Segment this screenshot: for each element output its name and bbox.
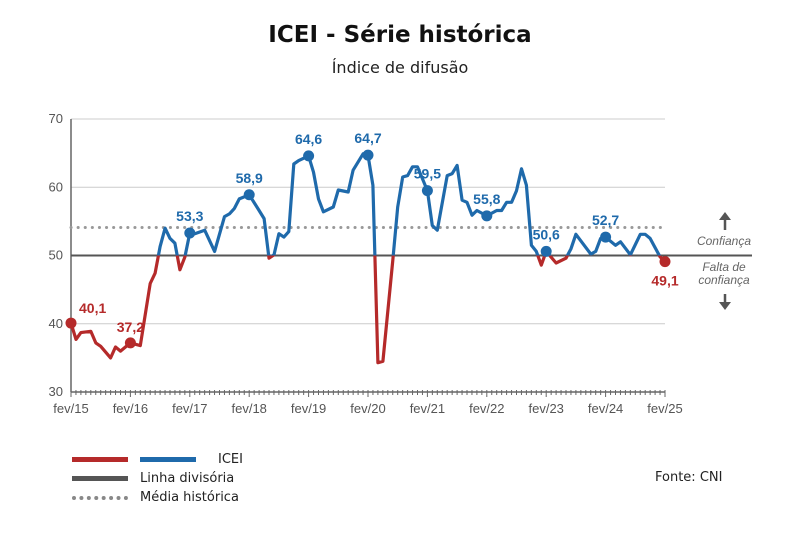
data-point-marker bbox=[421, 185, 433, 197]
source-note: Fonte: CNI bbox=[655, 470, 723, 485]
legend-swatch-divider bbox=[72, 476, 128, 481]
legend-label: Linha divisória bbox=[140, 471, 235, 486]
data-point-marker bbox=[540, 245, 552, 257]
arrow-up-icon bbox=[719, 212, 731, 230]
x-tick-label: fev/25 bbox=[647, 401, 682, 416]
data-label: 49,1 bbox=[651, 273, 678, 289]
data-label: 58,9 bbox=[236, 170, 263, 186]
series-line-below bbox=[69, 255, 667, 365]
x-tick-label: fev/22 bbox=[469, 401, 504, 416]
y-tick-label: 40 bbox=[49, 316, 63, 331]
series-line-above bbox=[156, 152, 662, 256]
chart-title: ICEI - Série histórica bbox=[268, 22, 532, 48]
x-tick-label: fev/17 bbox=[172, 401, 207, 416]
legend-label: ICEI bbox=[218, 452, 243, 467]
data-label: 64,6 bbox=[295, 131, 322, 147]
legend-item-average: Média histórica bbox=[72, 488, 243, 507]
legend-label: Média histórica bbox=[140, 490, 239, 505]
data-point-marker bbox=[481, 210, 493, 222]
data-point-marker bbox=[659, 256, 671, 268]
x-tick-label: fev/21 bbox=[410, 401, 445, 416]
data-label: 53,3 bbox=[176, 208, 203, 224]
legend-item-divider: Linha divisória bbox=[72, 469, 243, 488]
data-point-marker bbox=[243, 189, 255, 201]
data-point-marker bbox=[303, 150, 315, 162]
legend-swatch-below bbox=[72, 457, 128, 462]
legend-swatch-above bbox=[140, 457, 196, 462]
arrow-down-icon bbox=[719, 294, 731, 310]
chart-subtitle: Índice de difusão bbox=[331, 58, 469, 77]
data-point-marker bbox=[362, 149, 374, 161]
y-tick-label: 70 bbox=[49, 111, 63, 126]
data-point-marker bbox=[124, 337, 136, 349]
data-point-marker bbox=[600, 231, 612, 243]
data-point-marker bbox=[184, 227, 196, 239]
x-tick-label: fev/15 bbox=[53, 401, 88, 416]
y-tick-label: 60 bbox=[49, 179, 63, 194]
legend-swatch-average bbox=[72, 495, 128, 500]
data-label: 37,2 bbox=[117, 319, 144, 335]
zone-label-lack-2: confiança bbox=[698, 273, 750, 287]
x-tick-label: fev/23 bbox=[528, 401, 563, 416]
x-tick-label: fev/18 bbox=[231, 401, 266, 416]
data-label: 52,7 bbox=[592, 212, 619, 228]
legend: ICEI Linha divisória Média histórica bbox=[72, 450, 243, 507]
data-label: 50,6 bbox=[533, 226, 560, 242]
x-tick-label: fev/19 bbox=[291, 401, 326, 416]
x-tick-label: fev/16 bbox=[113, 401, 148, 416]
y-tick-label: 50 bbox=[49, 248, 63, 263]
data-label: 64,7 bbox=[354, 130, 381, 146]
data-label: 59,5 bbox=[414, 166, 441, 182]
legend-item-icei: ICEI bbox=[72, 450, 243, 469]
data-label: 55,8 bbox=[473, 191, 500, 207]
x-tick-label: fev/20 bbox=[350, 401, 385, 416]
data-point-marker bbox=[65, 317, 77, 329]
y-tick-label: 30 bbox=[49, 384, 63, 399]
data-label: 40,1 bbox=[79, 300, 106, 316]
zone-label-lack-1: Falta de bbox=[702, 260, 746, 274]
zone-label-confidence: Confiança bbox=[697, 234, 751, 248]
x-tick-label: fev/24 bbox=[588, 401, 623, 416]
